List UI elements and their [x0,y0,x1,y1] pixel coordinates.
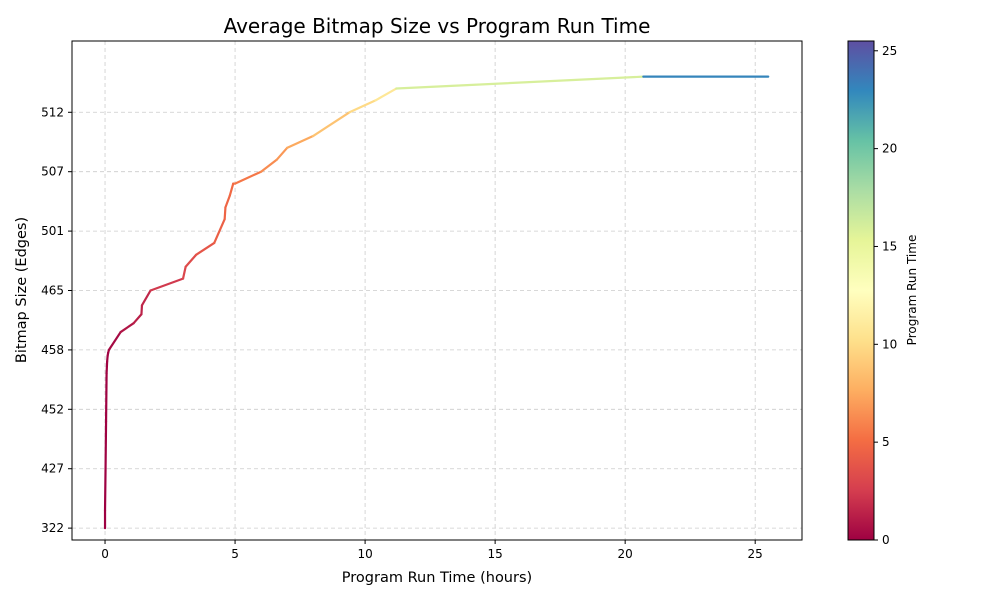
x-ticks: 0 5 10 15 20 25 [101,540,763,561]
x-tick-label: 20 [618,547,633,561]
line-segment [104,420,108,470]
line-segment [140,304,144,316]
y-tick-label: 427 [41,462,64,476]
x-tick-label: 25 [748,547,763,561]
line-segment [348,99,377,114]
colorbar-label: Program Run Time [905,235,919,346]
x-tick-label: 0 [101,547,109,561]
line-segment [374,87,398,102]
line-segment [275,146,289,161]
colorbar-tick-label: 10 [882,337,897,351]
y-tick-label: 458 [41,343,64,357]
y-tick-label: 512 [41,105,64,119]
colorbar-gradient [848,41,874,540]
x-tick-label: 10 [357,547,372,561]
y-axis-label: Bitmap Size (Edges) [14,217,30,363]
line-segment [184,253,198,268]
line-segment [149,277,185,292]
colorbar-frame [847,40,875,541]
y-tick-label: 501 [41,224,64,238]
line-segment [119,322,135,334]
colorbar-tick-label: 25 [882,44,897,58]
line-segment [132,313,143,325]
colorbar-tick-label: 5 [882,435,890,449]
colorbar-ticks: 0 5 10 15 20 25 [874,44,897,547]
grid [72,41,802,540]
x-axis-label: Program Run Time (hours) [342,570,532,586]
colorbar: 0 5 10 15 20 25 Program Run Time [847,40,919,547]
y-tick-label: 322 [41,521,64,535]
y-tick-label: 452 [41,402,64,416]
line-segment [181,265,187,280]
line-segment [395,75,645,90]
x-tick-label: 5 [231,547,239,561]
line-segment [103,467,107,512]
line-segment [285,134,315,150]
line-segment [194,241,216,256]
line-segment [107,330,122,352]
line-segment [223,206,227,221]
line-segment [233,170,263,185]
line-segment [228,182,235,197]
line-segment [140,289,152,307]
line-segment [104,372,108,423]
data-line [103,75,770,530]
y-tick-label: 465 [41,284,64,298]
colorbar-tick-label: 0 [882,533,890,547]
line-segment [105,360,109,375]
y-tick-label: 507 [41,165,64,179]
line-segment [311,111,351,138]
x-tick-label: 15 [487,547,502,561]
chart-title: Average Bitmap Size vs Program Run Time [224,14,651,38]
colorbar-tick-label: 20 [882,142,897,156]
y-ticks: 322 427 452 458 465 501 507 512 [41,105,72,535]
colorbar-tick-label: 15 [882,239,897,253]
line-segment [224,194,231,209]
line-segment [213,218,226,245]
line-segment [259,158,278,173]
